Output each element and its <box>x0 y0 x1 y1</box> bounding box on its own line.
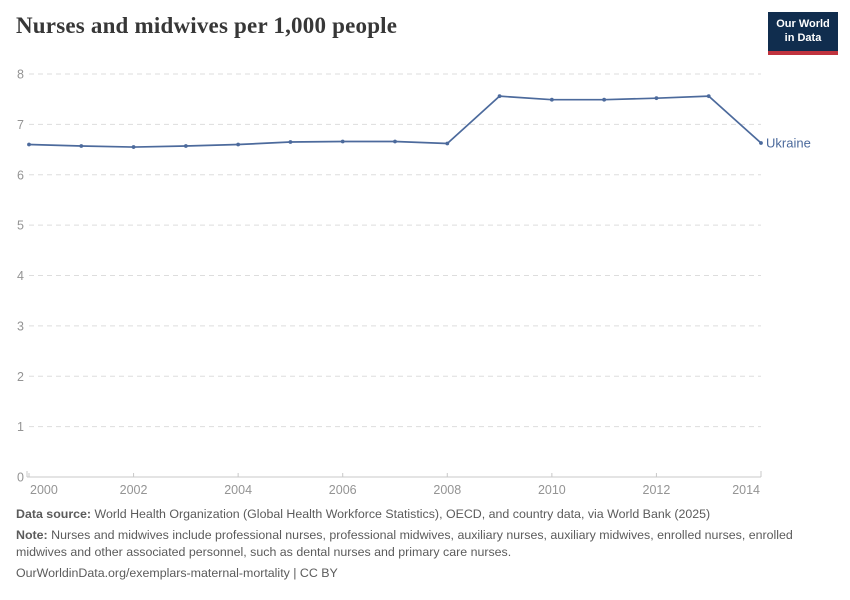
entity-label[interactable]: Ukraine <box>766 136 811 151</box>
data-point[interactable] <box>549 97 554 102</box>
data-point[interactable] <box>654 96 659 101</box>
y-tick-label: 3 <box>17 319 24 333</box>
y-tick-label: 0 <box>17 471 24 485</box>
note-text: Nurses and midwives include professional… <box>16 528 793 560</box>
data-point[interactable] <box>602 97 607 102</box>
data-point[interactable] <box>497 94 502 99</box>
series-line-ukraine[interactable] <box>28 95 762 148</box>
data-point[interactable] <box>236 142 241 147</box>
datasource-line: Data source: World Health Organization (… <box>16 506 836 523</box>
x-tick-label: 2000 <box>30 483 58 497</box>
data-point[interactable] <box>759 141 763 145</box>
data-point[interactable] <box>288 140 293 144</box>
y-tick-label: 1 <box>17 420 24 434</box>
citation-link[interactable]: OurWorldinData.org/exemplars-maternal-mo… <box>16 566 338 581</box>
data-point[interactable] <box>131 145 136 149</box>
data-point[interactable] <box>445 141 450 146</box>
datasource-label: Data source: <box>16 507 92 521</box>
logo-line2: in Data <box>784 31 822 44</box>
y-tick-label: 5 <box>17 219 24 233</box>
x-tick-label: 2008 <box>433 483 461 497</box>
x-tick-label: 2002 <box>120 483 148 497</box>
y-tick-label: 8 <box>17 68 24 82</box>
note-line: Note: Nurses and midwives include profes… <box>16 527 836 561</box>
x-tick-label: 2014 <box>732 483 760 497</box>
line-chart: 0 1 2 3 4 5 6 7 8 2000 2002 2004 2006 2008 2010 2012 201… <box>17 68 811 498</box>
x-tick-label: 2006 <box>329 483 357 497</box>
license-line: OurWorldinData.org/exemplars-maternal-mo… <box>16 565 836 582</box>
y-tick-label: 6 <box>17 168 24 182</box>
page-title: Nurses and midwives per 1,000 people <box>16 13 398 38</box>
owid-logo[interactable]: Our World in Data <box>768 12 838 55</box>
y-tick-label: 7 <box>17 118 24 132</box>
data-point[interactable] <box>27 142 31 147</box>
y-tick-label: 4 <box>17 269 24 283</box>
x-tick-label: 2004 <box>224 483 252 497</box>
data-point[interactable] <box>393 139 397 144</box>
data-point[interactable] <box>340 139 345 144</box>
data-point[interactable] <box>183 144 188 148</box>
note-label: Note: <box>16 528 48 543</box>
chart-footer: Data source: World Health Organization (… <box>16 506 836 586</box>
x-tick-label: 2010 <box>538 483 566 497</box>
y-tick-label: 2 <box>17 370 24 384</box>
x-tick-label: 2012 <box>643 483 671 497</box>
logo-line1: Our World <box>776 18 830 30</box>
data-point[interactable] <box>706 94 711 99</box>
data-point[interactable] <box>79 144 84 148</box>
datasource-text: World Health Organization (Global Health… <box>94 507 711 521</box>
